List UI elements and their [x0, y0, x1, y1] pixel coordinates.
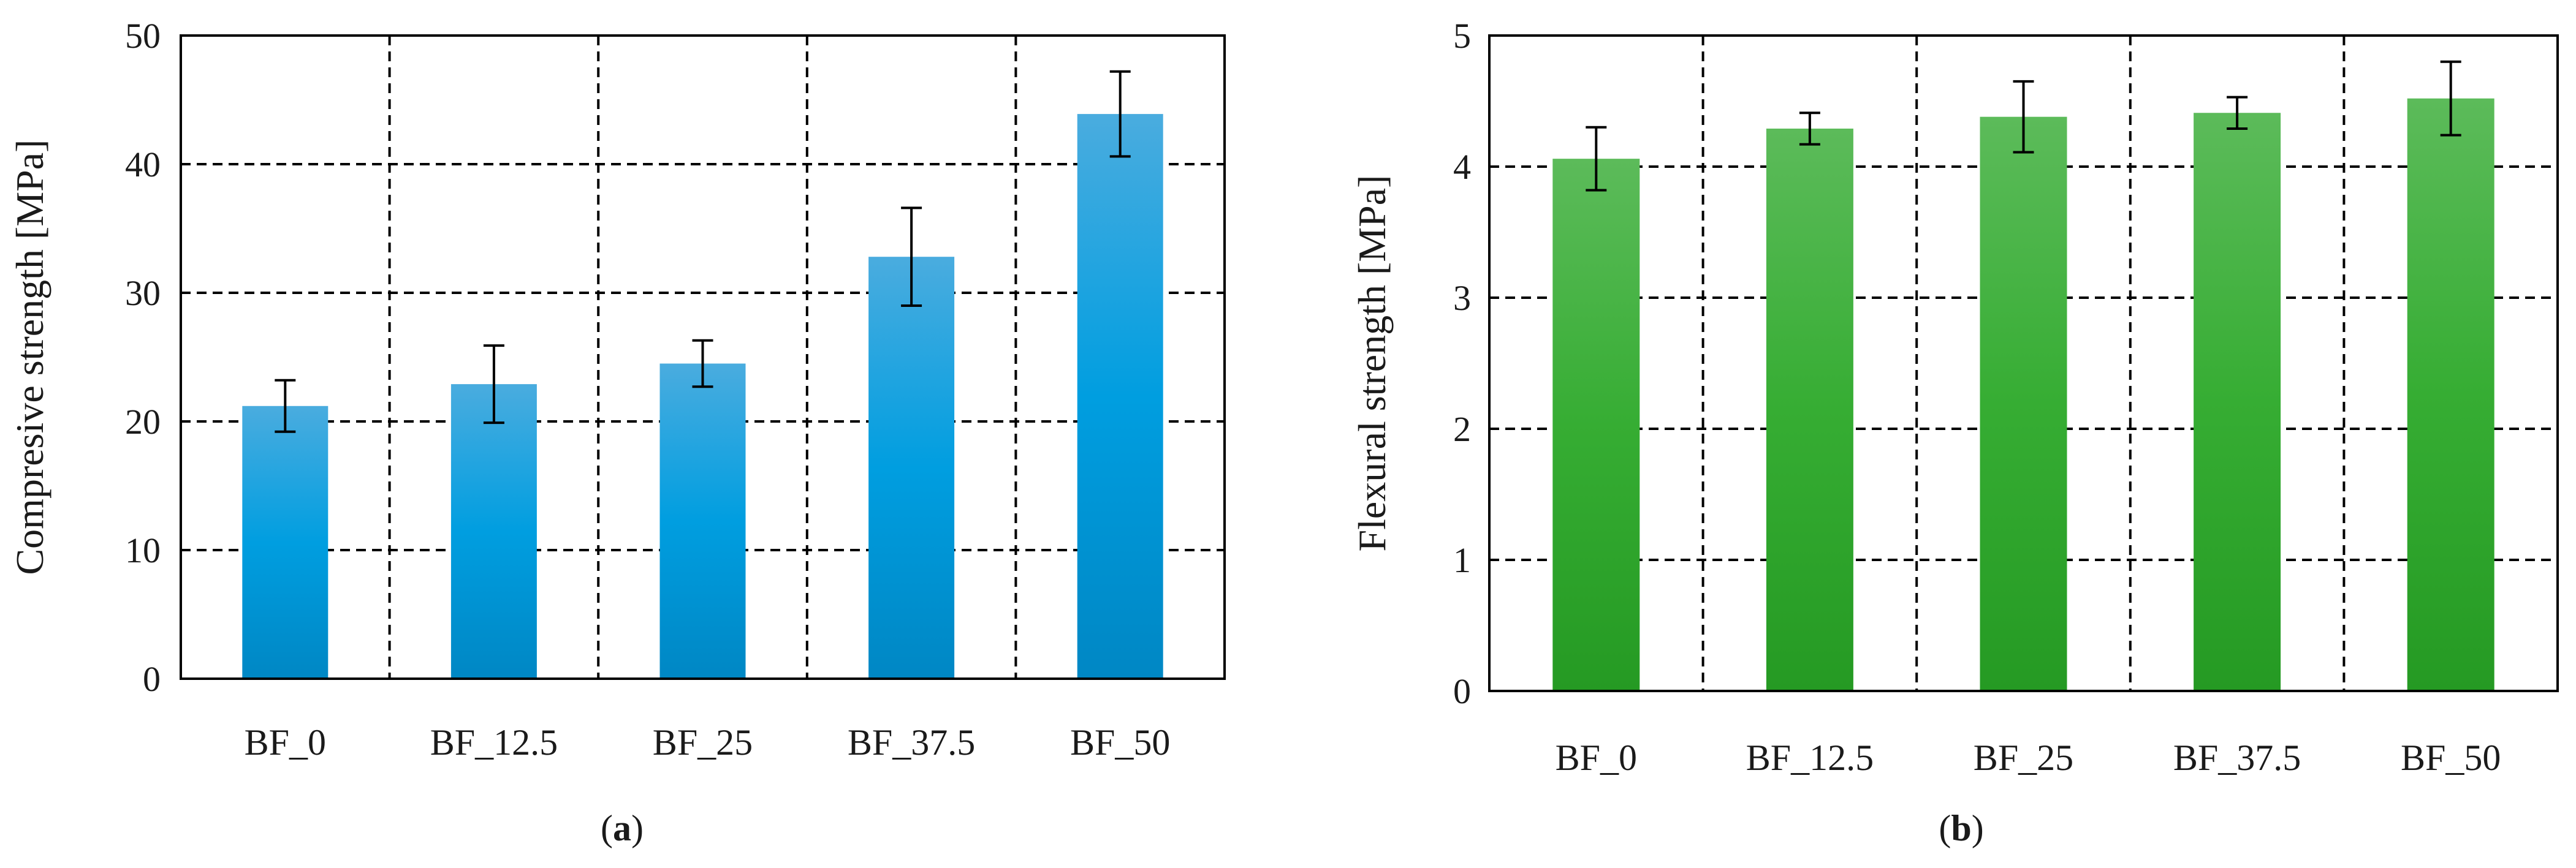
- chart-b-category-label: BF_37.5: [2173, 738, 2301, 778]
- chart-a-y-ticks: 0 10 20 30 40 50: [125, 16, 161, 699]
- chart-a-category-label: BF_25: [653, 722, 753, 763]
- chart-b-panel-label: b: [1951, 808, 1971, 848]
- chart-a-category-label: BF_12.5: [430, 722, 558, 763]
- chart-a-bar: [659, 363, 746, 679]
- chart-b-bar: [1766, 128, 1853, 691]
- chart-b-bar: [2407, 98, 2494, 692]
- chart-b-category-label: BF_50: [2401, 738, 2501, 778]
- chart-b-x-ticks: BF_0 BF_12.5 BF_25 BF_37.5 BF_50: [1556, 738, 2501, 778]
- chart-b-category-label: BF_0: [1556, 738, 1637, 778]
- chart-a-y-axis-title: Compresive strength [MPa]: [8, 140, 51, 575]
- chart-a-caption: (a): [601, 808, 644, 848]
- chart-a-bar: [450, 384, 537, 679]
- chart-a-category-label: BF_0: [245, 722, 326, 763]
- chart-a-y-tick-label: 40: [125, 145, 161, 184]
- chart-a-panel-label: a: [613, 808, 631, 848]
- chart-a-bar: [242, 406, 329, 679]
- chart-b-y-tick-label: 3: [1453, 278, 1471, 318]
- chart-b-category-label: BF_25: [1974, 738, 2073, 778]
- chart-a-error-bars: [275, 70, 1131, 433]
- chart-b-y-tick-label: 5: [1453, 16, 1471, 56]
- chart-a-gridlines: [181, 36, 1225, 679]
- chart-a-bar: [1077, 114, 1163, 679]
- chart-b-y-tick-label: 2: [1453, 409, 1471, 449]
- chart-b-plot-frame: [1488, 34, 2559, 692]
- chart-a-y-tick-label: 0: [143, 659, 161, 699]
- chart-b-caption: (b): [1939, 808, 1983, 848]
- chart-b-bar: [1980, 116, 2067, 691]
- chart-b-y-axis-title: Flexural strength [MPa]: [1350, 175, 1394, 552]
- chart-a-plot-frame: [180, 34, 1226, 680]
- chart-b-y-tick-label: 4: [1453, 147, 1471, 187]
- chart-a: 0 10 20 30 40 50 BF_0 BF_12.5 BF_25 BF_37.5 BF_50…: [8, 16, 1226, 848]
- chart-a-y-tick-label: 10: [125, 530, 161, 570]
- chart-a-category-label: BF_37.5: [848, 722, 975, 763]
- chart-b-category-label: BF_12.5: [1746, 738, 1874, 778]
- chart-b: 0 1 2 3 4 5 BF_0 BF_12.5 BF_25 BF_37.5 BF_50 Flex…: [1350, 16, 2559, 848]
- chart-b-y-tick-label: 0: [1453, 671, 1471, 711]
- chart-a-category-label: BF_50: [1070, 722, 1170, 763]
- chart-a-y-tick-label: 50: [125, 16, 161, 56]
- chart-a-x-ticks: BF_0 BF_12.5 BF_25 BF_37.5 BF_50: [245, 722, 1171, 763]
- chart-a-bar: [868, 257, 955, 679]
- chart-a-y-tick-label: 30: [125, 273, 161, 313]
- chart-b-error-bars: [1586, 60, 2461, 192]
- chart-b-y-ticks: 0 1 2 3 4 5: [1453, 16, 1471, 711]
- chart-b-y-tick-label: 1: [1453, 540, 1471, 580]
- chart-b-bar: [1552, 159, 1640, 691]
- chart-a-bars: [242, 114, 1163, 679]
- chart-b-bars: [1552, 98, 2494, 692]
- chart-b-bar: [2194, 113, 2281, 691]
- chart-a-y-tick-label: 20: [125, 402, 161, 442]
